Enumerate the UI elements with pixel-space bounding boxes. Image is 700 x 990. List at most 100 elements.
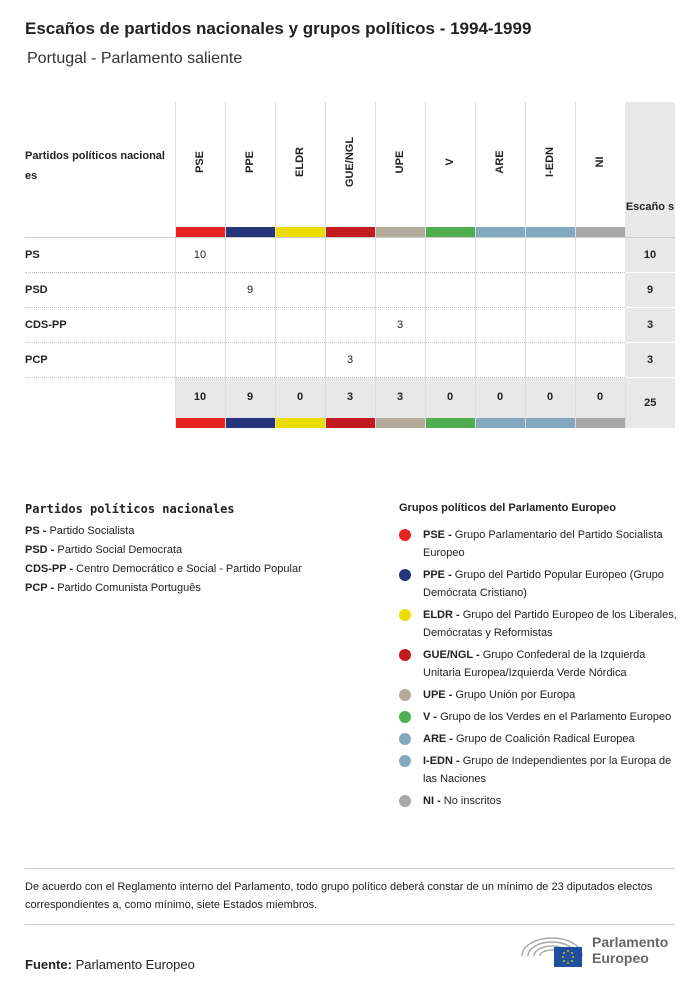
group-total-value: 0 (596, 390, 604, 403)
group-total-value: 10 (193, 390, 207, 403)
seat-cell (274, 272, 325, 308)
group-code: ELDR - (423, 609, 460, 621)
group-color-bar (275, 418, 325, 428)
party-code: PCP - (25, 582, 55, 594)
party-cell: PSD (25, 272, 175, 308)
group-code: V - (423, 711, 438, 723)
group-legend-item: GUE/NGL - Grupo Confederal de la Izquier… (399, 646, 679, 682)
seats-table: Partidos políticos nacional es PSE PPE ELD… (25, 102, 675, 428)
group-name: Grupo de los Verdes en el Parlamento Eur… (440, 711, 672, 723)
group-code: PPE - (423, 569, 452, 581)
group-code: V (444, 158, 456, 166)
party-name: Partido Socialista (49, 525, 135, 537)
group-color-bar (575, 226, 625, 237)
footnote: De acuerdo con el Reglamento interno del… (25, 868, 675, 925)
totals-blank (25, 377, 175, 428)
seat-cell (374, 342, 425, 378)
group-total: 9 (224, 377, 275, 428)
seat-cell (274, 342, 325, 378)
group-code: I-EDN (544, 147, 556, 177)
group-name: Grupo Confederal de la Izquierda Unitari… (423, 649, 646, 679)
seat-cell (474, 272, 525, 308)
group-total: 0 (424, 377, 475, 428)
national-legend: Partidos políticos nacionales PS - Parti… (25, 502, 302, 601)
color-dot-icon (399, 569, 411, 581)
party-cell: CDS-PP (25, 307, 175, 343)
group-color-bar (525, 226, 575, 237)
party-name: Partido Social Democrata (57, 544, 183, 556)
table-row: PSD 9 9 (25, 272, 675, 308)
group-total: 3 (324, 377, 375, 428)
group-code: GUE/NGL (344, 136, 356, 188)
seat-cell: 10 (174, 237, 225, 273)
seat-cell (174, 307, 225, 343)
color-dot-icon (399, 711, 411, 723)
seat-cell (424, 307, 475, 343)
group-color-bar (375, 418, 425, 428)
seat-cell (374, 272, 425, 308)
group-total-value: 0 (496, 390, 504, 403)
color-dot-icon (399, 649, 411, 661)
group-color-bar (275, 226, 325, 237)
seat-cell (524, 307, 575, 343)
group-color-bar (225, 418, 275, 428)
seat-cell (574, 307, 625, 343)
group-name: Grupo del Partido Popular Europeo (Grupo… (423, 569, 664, 599)
seat-cell (424, 237, 475, 273)
row-total: 3 (625, 307, 675, 343)
totals-row: 10 9 0 3 3 0 0 0 0 25 (25, 377, 675, 428)
national-legend-item: PSD - Partido Social Democrata (25, 544, 302, 556)
group-legend-item: NI - No inscritos (399, 792, 679, 810)
group-total-value: 0 (296, 390, 304, 403)
national-legend-item: CDS-PP - Centro Democrático e Social - P… (25, 563, 302, 575)
row-total: 10 (625, 237, 675, 273)
logo-line1: Parlamento (592, 934, 669, 950)
party-cell: PS (25, 237, 175, 273)
group-header: GUE/NGL (324, 102, 375, 238)
group-name: Grupo Parlamentario del Partido Socialis… (423, 529, 663, 559)
group-name: Grupo del Partido Europeo de los Liberal… (423, 609, 677, 639)
seat-cell (324, 307, 375, 343)
total-header: Escaño s (625, 102, 675, 238)
group-total-value: 9 (246, 390, 254, 403)
seat-cell: 9 (224, 272, 275, 308)
seat-cell (574, 272, 625, 308)
seat-cell (174, 272, 225, 308)
group-total: 0 (524, 377, 575, 428)
group-legend-item: V - Grupo de los Verdes en el Parlamento… (399, 708, 679, 726)
group-code: ARE (494, 150, 506, 174)
seat-cell (524, 342, 575, 378)
seat-cell (574, 342, 625, 378)
table-row: PS 10 10 (25, 237, 675, 273)
group-code: I-EDN - (423, 755, 460, 767)
party-code: PS - (25, 525, 47, 537)
corner-header: Partidos políticos nacional es (25, 102, 175, 238)
group-legend-item: UPE - Grupo Unión por Europa (399, 686, 679, 704)
national-legend-item: PCP - Partido Comunista Português (25, 582, 302, 594)
page-subtitle: Portugal - Parlamento saliente (27, 50, 243, 67)
color-dot-icon (399, 529, 411, 541)
group-color-bar (475, 226, 525, 237)
group-code: ELDR (294, 147, 306, 177)
group-color-bar (175, 226, 225, 237)
seat-cell (424, 342, 475, 378)
row-total: 9 (625, 272, 675, 308)
group-name: Grupo Unión por Europa (455, 689, 576, 701)
ep-logo: Parlamento Europeo (520, 932, 668, 968)
group-code: PSE - (423, 529, 452, 541)
party-code: CDS-PP - (25, 563, 74, 575)
seat-cell (474, 342, 525, 378)
group-code: UPE (394, 150, 406, 174)
group-header: PPE (224, 102, 275, 238)
seat-cell (224, 237, 275, 273)
color-dot-icon (399, 755, 411, 767)
seat-cell: 3 (374, 307, 425, 343)
party-cell: PCP (25, 342, 175, 378)
group-code: NI - (423, 795, 441, 807)
source: Fuente: Parlamento Europeo (25, 957, 195, 972)
source-label: Fuente: (25, 957, 72, 972)
table-row: PCP 3 3 (25, 342, 675, 378)
grand-total: 25 (624, 377, 675, 428)
group-total-value: 3 (396, 390, 404, 403)
group-header: NI (574, 102, 625, 238)
